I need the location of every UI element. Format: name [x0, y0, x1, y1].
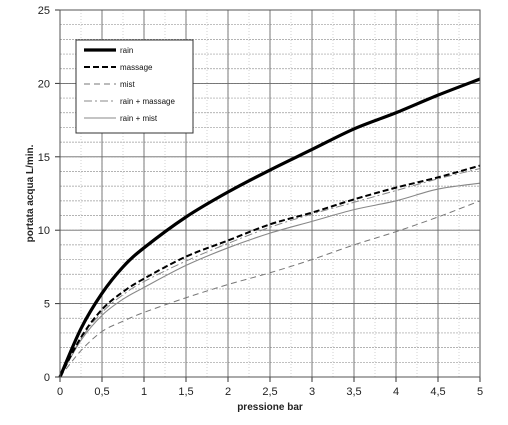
series-line-rain: [58, 77, 481, 378]
y-axis-title: portata acqua L/min.: [25, 144, 36, 242]
x-tick-label: 1: [141, 386, 147, 398]
x-axis-title: pressione bar: [237, 402, 303, 413]
x-tick-labels: 0 0,5 1 1,5 2 2,5 3 3,5 4 4,5 5: [57, 386, 483, 398]
plot-frame: [59, 9, 481, 378]
x-tick-label: 4,5: [430, 386, 445, 398]
legend-label: rain + mist: [120, 114, 158, 123]
x-tick-label: 5: [477, 386, 483, 398]
y-tick-label: 0: [44, 372, 50, 384]
y-tick-label: 10: [38, 225, 50, 237]
x-tick-label: 0: [57, 386, 63, 398]
x-tick-label: 3,5: [346, 386, 361, 398]
y-tick-label: 20: [38, 78, 50, 90]
x-tick-label: 3: [309, 386, 315, 398]
x-tick-label: 2: [225, 386, 231, 398]
y-tick-labels: 0 5 10 15 20 25: [38, 5, 50, 384]
series-line-rain-mist: [59, 182, 481, 378]
x-tick-label: 1,5: [178, 386, 193, 398]
legend: rain massage mist rain + massage rain + mist: [75, 39, 194, 134]
legend-label: mist: [120, 80, 135, 89]
y-tick-label: 15: [38, 152, 50, 164]
y-tick-label: 25: [38, 5, 50, 17]
x-tick-label: 2,5: [262, 386, 277, 398]
axis-tick-marks: [55, 9, 481, 382]
legend-label: massage: [120, 63, 153, 72]
x-tick-label: 4: [393, 386, 399, 398]
x-tick-label: 0,5: [94, 386, 109, 398]
series-line-massage: [59, 164, 481, 378]
legend-label: rain + massage: [120, 97, 175, 106]
series-layer: [58, 77, 481, 378]
y-tick-label: 5: [44, 299, 50, 311]
series-line-mist: [59, 200, 481, 378]
legend-label: rain: [120, 46, 133, 55]
